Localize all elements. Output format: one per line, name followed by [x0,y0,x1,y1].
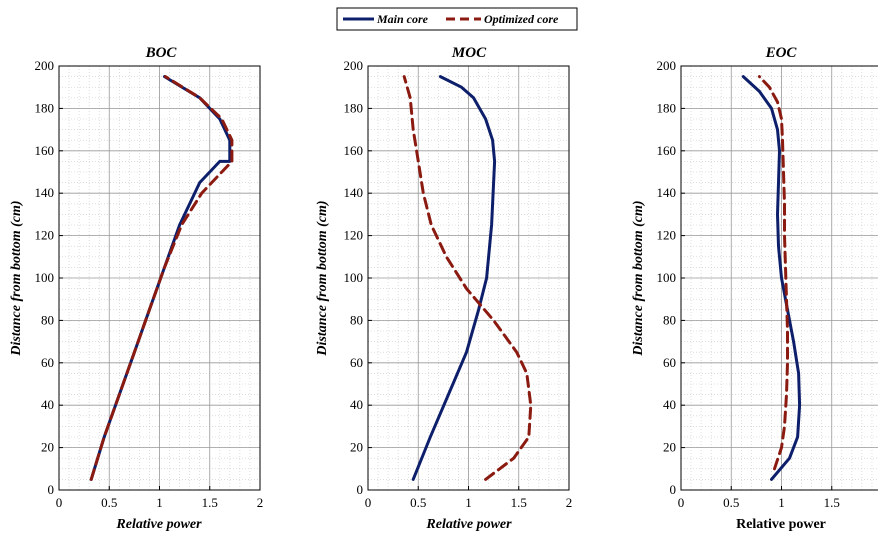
x-tick-label: 1 [778,495,785,510]
y-tick-label: 60 [41,355,54,370]
y-tick-label: 140 [344,185,364,200]
y-tick-label: 180 [344,100,364,115]
y-tick-label: 80 [663,312,676,327]
y-tick-label: 100 [657,270,677,285]
y-tick-label: 180 [657,100,677,115]
x-tick-label: 2 [257,495,264,510]
series-line-optimized-core-eoc [757,75,789,471]
series-line-main-core-eoc [741,75,802,481]
y-tick-label: 40 [663,397,676,412]
y-tick-label: 20 [350,440,363,455]
x-tick-label: 0 [56,495,63,510]
y-tick-label: 100 [344,270,364,285]
y-tick-label: 140 [35,185,55,200]
x-tick-label: 2 [566,495,573,510]
y-tick-label: 80 [350,312,363,327]
x-tick-label: 0.5 [723,495,739,510]
panel-title-moc: MOC [451,45,487,61]
y-tick-label: 0 [357,482,364,497]
y-tick-label: 160 [35,143,55,158]
x-tick-label: 1.5 [824,495,840,510]
series-line-main-core-moc [411,75,497,481]
legend: Main core Optimized core [336,7,578,31]
panel-title-boc: BOC [145,45,178,61]
legend-box [336,7,578,31]
y-tick-label: 20 [663,440,676,455]
x-tick-label: 0 [678,495,685,510]
grid-moc [367,65,570,491]
x-axis-label-eoc: Relative power [736,517,826,532]
series-group-eoc [741,75,802,481]
y-axis-label-eoc: Distance from bottom (cm) [631,200,646,356]
y-tick-label: 80 [41,312,54,327]
y-tick-label: 40 [41,397,54,412]
x-tick-label: 1 [156,495,163,510]
y-tick-label: 60 [663,355,676,370]
y-tick-label: 40 [350,397,363,412]
y-tick-label: 140 [657,185,677,200]
panel-moc: MOC 0 20 40 60 80 100 120 140 160 180 200 0 0.5 1 1.5 2… [315,45,572,532]
y-tick-label: 60 [350,355,363,370]
x-axis-label-moc: Relative power [425,517,512,532]
y-tick-label: 200 [35,58,55,73]
y-axis-label-moc: Distance from bottom (cm) [315,200,330,356]
y-tick-label: 0 [48,482,55,497]
x-tick-label: 1.5 [511,495,527,510]
y-tick-label: 120 [344,228,364,243]
y-tick-label: 100 [35,270,55,285]
x-tick-label: 0.5 [101,495,117,510]
x-tick-label: 0 [365,495,372,510]
y-axis-label-boc: Distance from bottom (cm) [9,200,24,356]
x-axis-label-boc: Relative power [115,517,202,532]
series-line-optimized-core-boc [89,75,234,481]
ticks-eoc: 0 20 40 60 80 100 120 140 160 180 200 0 0.5 1 1.5 [657,58,840,510]
panel-title-eoc: EOC [765,45,798,61]
x-tick-label: 1.5 [202,495,218,510]
legend-label-optimized-core: Optimized core [484,12,559,26]
x-tick-label: 0.5 [410,495,426,510]
legend-label-main-core: Main core [376,12,429,26]
panel-boc: BOC 0 20 40 60 80 100 120 140 160 180 200 0 0.5 1 1.5 2… [9,45,263,532]
y-tick-label: 200 [657,58,677,73]
series-line-optimized-core-moc [402,75,533,481]
grid-eoc [680,65,878,491]
y-tick-label: 200 [344,58,364,73]
y-tick-label: 120 [657,228,677,243]
x-tick-label: 1 [465,495,472,510]
series-group-moc [402,75,533,481]
ticks-moc: 0 20 40 60 80 100 120 140 160 180 200 0 0.5 1 1.5 2 [344,58,573,510]
series-group-boc [89,75,234,481]
ticks-boc: 0 20 40 60 80 100 120 140 160 180 200 0 0.5 1 1.5 2 [35,58,264,510]
y-tick-label: 120 [35,228,55,243]
y-tick-label: 20 [41,440,54,455]
y-tick-label: 160 [657,143,677,158]
y-tick-label: 180 [35,100,55,115]
y-tick-label: 0 [670,482,677,497]
y-tick-label: 160 [344,143,364,158]
